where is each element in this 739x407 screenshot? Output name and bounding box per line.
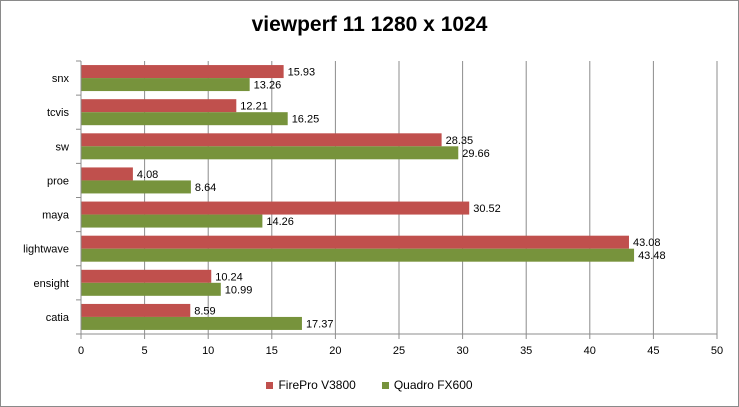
data-label: 29.66 [462,148,490,160]
x-tick-label: 40 [584,345,596,357]
x-tick-label: 10 [202,345,214,357]
x-tick-label: 5 [142,345,148,357]
bar [81,65,284,79]
y-category-label: tcvis [47,107,70,119]
bar [81,78,250,92]
axes: 0 5 10 15 20 25 30 35 40 45 50 snx tcvis sw proe maya li… [23,60,723,357]
x-tick-label: 30 [456,345,468,357]
x-tick-label: 25 [393,345,405,357]
bar [81,269,212,283]
data-label: 16.25 [292,114,320,126]
data-label: 17.37 [306,318,334,330]
legend-item-series-2: Quadro FX600 [381,378,473,392]
x-tick-label: 15 [266,345,278,357]
bar [81,180,191,194]
data-label: 8.64 [195,182,216,194]
bar [81,99,237,113]
legend-swatch-series-2 [381,381,389,389]
data-label: 43.48 [638,250,666,262]
legend-label-series-2: Quadro FX600 [393,378,473,392]
bar [81,167,133,181]
bar [81,303,191,317]
bar [81,112,288,126]
data-label: 10.99 [225,284,253,296]
bar [81,282,221,296]
data-label: 8.59 [194,305,215,317]
x-tick-label: 45 [647,345,659,357]
x-tick-label: 20 [329,345,341,357]
data-label: 28.35 [446,135,474,147]
data-label: 13.26 [254,80,282,92]
data-label: 12.21 [240,101,268,113]
data-label: 10.24 [215,271,243,283]
bar [81,248,635,262]
y-category-label: snx [52,73,70,85]
legend: FirePro V3800 Quadro FX600 [1,378,738,392]
legend-item-series-1: FirePro V3800 [266,378,356,392]
data-label: 4.08 [137,169,158,181]
data-label: 43.08 [633,237,661,249]
chart-title: viewperf 11 1280 x 1024 [251,13,488,36]
x-tick-label: 0 [78,345,84,357]
data-label: 14.26 [266,216,294,228]
bar [81,146,459,160]
bar [81,133,442,147]
bar [81,235,629,249]
y-category-label: lightwave [23,244,69,256]
y-category-label: maya [42,210,70,222]
legend-swatch-series-1 [266,381,274,389]
x-tick-label: 50 [711,345,723,357]
y-category-label: sw [56,141,70,153]
bar [81,316,302,330]
bar [81,214,263,228]
y-category-label: catia [46,312,70,324]
y-category-label: proe [47,175,69,187]
legend-label-series-1: FirePro V3800 [278,378,356,392]
data-label: 15.93 [288,67,316,79]
y-category-label: ensight [34,278,69,290]
grid-lines [144,61,718,334]
x-tick-label: 35 [520,345,532,357]
bar [81,201,470,215]
data-label: 30.52 [473,203,501,215]
